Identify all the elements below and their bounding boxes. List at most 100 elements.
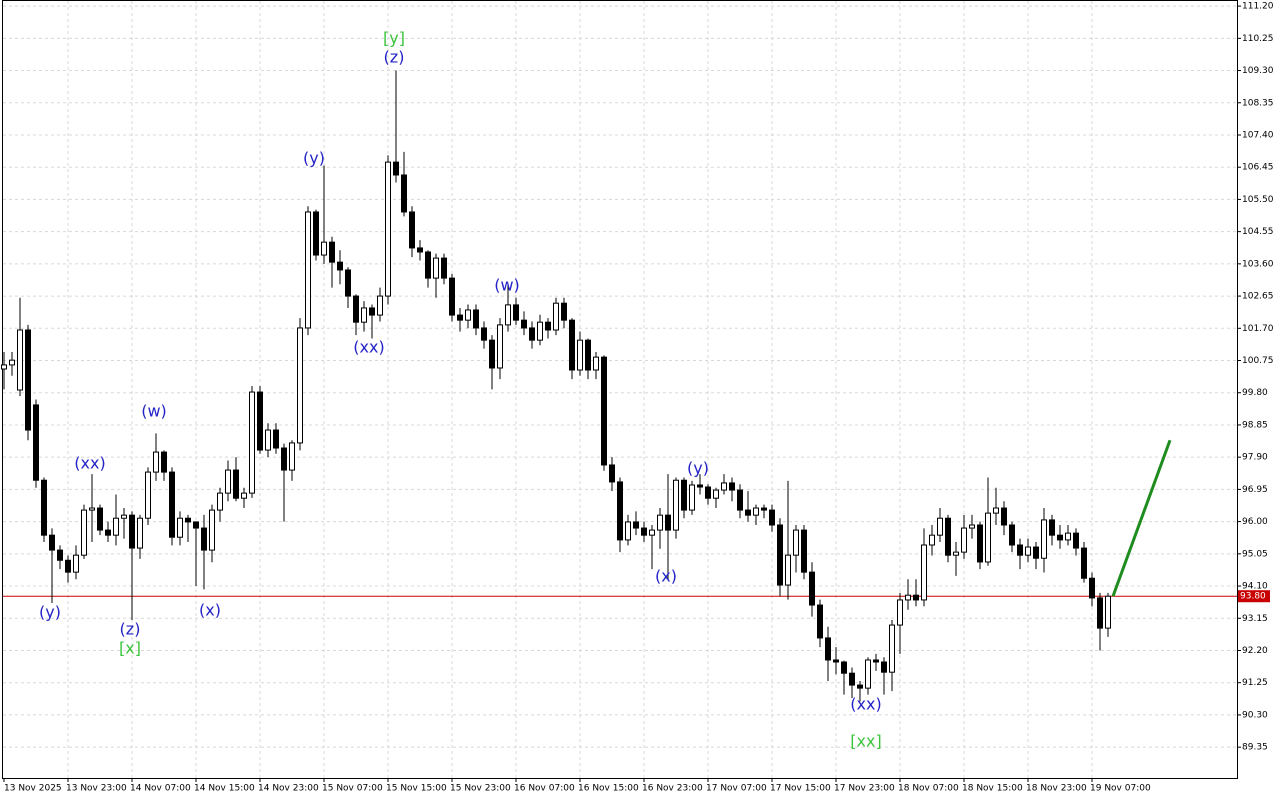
- wave-label: (y): [303, 149, 325, 168]
- wave-label: (xx): [74, 454, 105, 473]
- candle-body: [649, 529, 655, 536]
- x-tick-label: 14 Nov 23:00: [258, 784, 319, 794]
- x-tick-label: 16 Nov 07:00: [514, 784, 575, 794]
- wave-label: [x]: [119, 639, 141, 658]
- candle-body: [961, 527, 967, 553]
- y-tick-label: 104.55: [1242, 227, 1274, 237]
- candle-body: [785, 554, 791, 586]
- candle-body: [233, 469, 239, 499]
- candle-body: [1017, 544, 1023, 556]
- candle-body: [161, 451, 167, 473]
- candle-body: [737, 489, 743, 511]
- candle-body: [881, 661, 887, 673]
- candle-body: [169, 471, 175, 538]
- y-tick-label: 97.90: [1242, 453, 1268, 463]
- y-tick-label: 111.20: [1242, 2, 1274, 12]
- candle-body: [217, 492, 223, 511]
- y-tick-label: 99.80: [1242, 388, 1268, 398]
- candle-body: [481, 327, 487, 341]
- candle-body: [153, 451, 159, 473]
- candle-body: [521, 319, 527, 329]
- x-tick-label: 17 Nov 07:00: [706, 784, 767, 794]
- candle-body: [641, 527, 647, 536]
- candle-body: [665, 514, 671, 531]
- candle-body: [297, 327, 303, 444]
- y-tick-label: 103.60: [1242, 259, 1274, 269]
- candle-body: [929, 534, 935, 546]
- candle-body: [689, 484, 695, 511]
- y-tick-label: 92.20: [1242, 646, 1268, 656]
- candle-body: [1089, 577, 1095, 599]
- candle-body: [993, 507, 999, 514]
- y-tick-label: 101.70: [1242, 324, 1274, 334]
- candle-body: [1073, 532, 1079, 549]
- candle-body: [353, 295, 359, 323]
- y-tick-label: 110.25: [1242, 34, 1274, 44]
- wave-label: [xx]: [850, 732, 881, 751]
- candle-body: [537, 321, 543, 341]
- candle-body: [1065, 532, 1071, 541]
- x-tick-label: 18 Nov 07:00: [898, 784, 959, 794]
- current-price-tag: [1238, 590, 1270, 603]
- candle-body: [585, 339, 591, 371]
- candle-body: [1025, 546, 1031, 556]
- candle-body: [449, 277, 455, 316]
- candle-body: [561, 302, 567, 321]
- candle-body: [1105, 595, 1111, 629]
- candle-body: [1041, 519, 1047, 559]
- candle-body: [9, 359, 15, 366]
- candle-body: [1009, 524, 1015, 546]
- candle-body: [633, 521, 639, 529]
- candle-body: [225, 469, 231, 494]
- candle-body: [137, 517, 143, 549]
- candle-body: [913, 594, 919, 601]
- x-tick-label: 15 Nov 07:00: [322, 784, 383, 794]
- y-tick-label: 109.30: [1242, 66, 1274, 76]
- candle-body: [377, 295, 383, 316]
- candle-body: [977, 524, 983, 563]
- forecast-line: [1111, 439, 1172, 597]
- candle-body: [569, 319, 575, 371]
- candle-body: [113, 517, 119, 536]
- candle-body: [865, 659, 871, 689]
- y-tick-label: 94.10: [1242, 582, 1268, 592]
- candle-body: [17, 329, 23, 391]
- y-tick-label: 107.40: [1242, 130, 1274, 140]
- wave-label: (z): [120, 620, 141, 639]
- candle-body: [1081, 547, 1087, 579]
- candle-body: [401, 174, 407, 213]
- wave-label: (y): [687, 459, 709, 478]
- candle-body: [745, 509, 751, 516]
- y-tick-label: 96.95: [1242, 485, 1268, 495]
- candle-body: [617, 481, 623, 541]
- candle-body: [1033, 546, 1039, 559]
- candle-body: [705, 486, 711, 499]
- candle-body: [257, 391, 263, 451]
- candle-body: [433, 257, 439, 279]
- candle-body: [337, 261, 343, 271]
- candle-body: [833, 659, 839, 663]
- x-tick-label: 18 Nov 23:00: [1026, 784, 1087, 794]
- candle-body: [425, 251, 431, 279]
- x-tick-label: 17 Nov 15:00: [770, 784, 831, 794]
- x-tick-label: 15 Nov 15:00: [386, 784, 447, 794]
- candle-body: [497, 324, 503, 369]
- candle-body: [577, 339, 583, 371]
- wave-label: (x): [199, 601, 221, 620]
- candle-body: [25, 329, 31, 431]
- candle-body: [817, 604, 823, 639]
- x-tick-label: 16 Nov 15:00: [578, 784, 639, 794]
- candle-body: [809, 571, 815, 606]
- y-tick-label: 100.75: [1242, 356, 1274, 366]
- candle-body: [793, 529, 799, 556]
- current-price-label: 93.80: [1240, 592, 1266, 602]
- candle-body: [697, 484, 703, 488]
- candle-body: [305, 211, 311, 329]
- candle-body: [673, 479, 679, 531]
- candle-body: [1, 364, 7, 370]
- x-tick-label: 14 Nov 15:00: [194, 784, 255, 794]
- candle-body: [185, 517, 191, 523]
- candle-body: [761, 507, 767, 511]
